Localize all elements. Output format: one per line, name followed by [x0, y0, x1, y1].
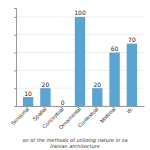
x-tick: Contextual — [77, 106, 100, 129]
data-labels: 10 20 0 100 20 60 70 — [24, 9, 136, 105]
y-tick — [14, 88, 16, 89]
x-tick-label: Contextual — [77, 106, 100, 129]
bar — [23, 97, 33, 106]
data-label: 0 — [61, 99, 65, 106]
data-label: 10 — [24, 90, 32, 97]
bars — [23, 17, 137, 106]
y-tick — [14, 17, 16, 18]
data-label: 70 — [128, 36, 136, 43]
y-tick — [14, 106, 16, 107]
data-label: 60 — [111, 45, 119, 52]
y-tick-mark — [14, 53, 16, 54]
y-tick — [14, 35, 16, 36]
x-tick: Sensorial — [10, 106, 30, 126]
x-tick-label: Material — [99, 106, 117, 124]
caption: Iranian architecture — [50, 143, 99, 149]
bar — [92, 88, 102, 106]
x-axis-line — [17, 106, 145, 107]
y-tick-mark — [14, 70, 16, 71]
y-tick — [14, 53, 16, 54]
x-tick: Material — [99, 106, 117, 124]
x-tick-label: Spatial — [31, 106, 47, 122]
y-tick-mark — [14, 106, 16, 107]
y-tick-mark — [14, 88, 16, 89]
y-axis — [14, 9, 17, 107]
y-tick-mark — [14, 17, 16, 18]
grid — [16, 17, 144, 106]
y-axis-line — [14, 9, 17, 107]
x-axis: SensorialSpatialConceptualOrnamentalCont… — [10, 105, 145, 130]
bar — [127, 44, 137, 106]
captions: on of the methods of utilizing nature in… — [22, 137, 127, 150]
data-label: 100 — [74, 9, 86, 16]
x-tick-label: W. — [125, 105, 134, 114]
bar — [75, 17, 85, 106]
plot: 10 20 0 100 20 60 70 SensorialSpatialConceptual… — [10, 9, 145, 131]
y-tick-mark — [14, 35, 16, 36]
y-tick — [14, 70, 16, 71]
data-label: 20 — [93, 81, 101, 88]
bar — [109, 53, 119, 106]
x-tick: Spatial — [31, 106, 47, 122]
x-tick: W. — [125, 105, 134, 114]
bar — [40, 88, 50, 106]
x-tick-label: Sensorial — [10, 106, 30, 126]
data-label: 20 — [42, 81, 50, 88]
chart: 10 20 0 100 20 60 70 SensorialSpatialConceptual… — [0, 0, 150, 150]
